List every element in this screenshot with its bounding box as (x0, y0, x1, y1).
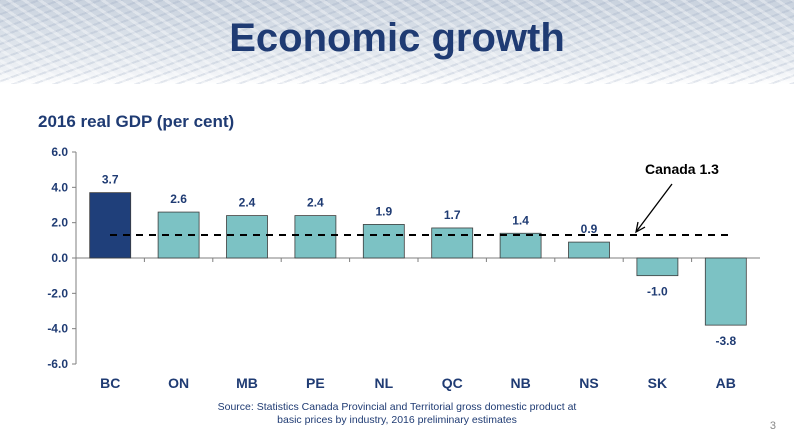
category-label-qc: QC (442, 375, 463, 391)
source-line-2: basic prices by industry, 2016 prelimina… (277, 414, 517, 426)
data-label-pe: 2.4 (307, 196, 324, 210)
data-label-ab: -3.8 (715, 334, 736, 348)
category-label-ns: NS (579, 375, 598, 391)
category-label-pe: PE (306, 375, 325, 391)
y-tick-label: -2.0 (47, 286, 68, 300)
y-tick-label: 2.0 (51, 216, 68, 230)
chart-subtitle: 2016 real GDP (per cent) (38, 112, 235, 131)
page-number: 3 (769, 420, 776, 432)
data-label-nb: 1.4 (512, 213, 529, 227)
category-label-nl: NL (374, 375, 393, 391)
data-label-sk: -1.0 (647, 285, 668, 299)
canada-annotation-label: Canada 1.3 (645, 161, 719, 177)
bar-nb (499, 232, 542, 259)
source-line-1: Source: Statistics Canada Provincial and… (217, 401, 577, 413)
bar-qc (431, 227, 474, 259)
data-label-nl: 1.9 (375, 204, 392, 218)
bar-pe (294, 215, 337, 259)
data-label-bc: 3.7 (102, 173, 119, 187)
bar-mb (226, 215, 268, 259)
data-label-on: 2.6 (170, 192, 187, 206)
bar-ns (568, 241, 610, 259)
y-tick-label: 6.0 (51, 145, 68, 159)
title-banner (0, 0, 794, 84)
category-label-on: ON (168, 375, 189, 391)
y-tick-label: -6.0 (47, 357, 68, 371)
category-label-mb: MB (236, 375, 258, 391)
data-label-qc: 1.7 (444, 208, 461, 222)
canada-annotation-arrow (635, 183, 673, 233)
page-title: Economic growth (229, 16, 565, 60)
bar-sk (636, 257, 679, 277)
category-label-nb: NB (510, 375, 530, 391)
canada-annotation-arrowhead (635, 221, 646, 234)
data-label-ns: 0.9 (581, 222, 598, 236)
y-tick-label: -4.0 (47, 322, 68, 336)
data-label-mb: 2.4 (239, 196, 256, 210)
y-tick-label: 4.0 (51, 180, 68, 194)
y-tick-label: 0.0 (51, 251, 68, 265)
category-label-bc: BC (100, 375, 120, 391)
bar-nl (362, 224, 405, 259)
category-label-sk: SK (648, 375, 667, 391)
bar-ab (704, 257, 747, 326)
source-note: Source: Statistics Canada Provincial and… (150, 401, 644, 427)
bar-bc (89, 192, 132, 259)
category-label-ab: AB (716, 375, 736, 391)
